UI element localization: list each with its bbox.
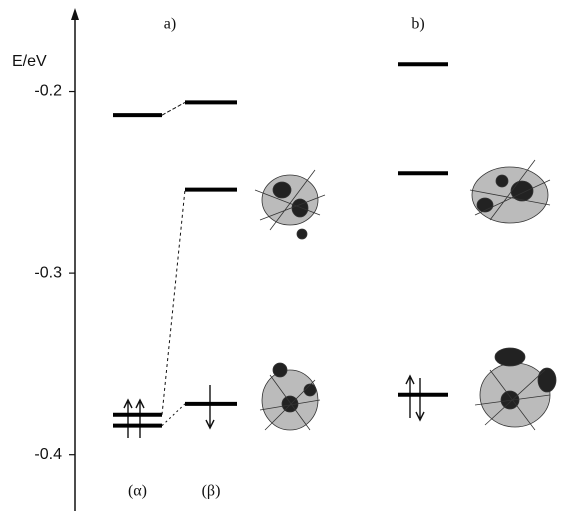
connector	[162, 190, 185, 415]
column-label: (α)	[128, 483, 147, 500]
axis-arrow	[71, 8, 79, 20]
panel-label: a)	[164, 16, 176, 33]
column-label: (β)	[202, 483, 221, 500]
connector	[162, 102, 185, 115]
y-tick-label: -0.2	[34, 83, 62, 100]
panel-label: b)	[411, 16, 424, 33]
y-tick-label: -0.4	[34, 446, 62, 463]
y-axis-label: E/eV	[12, 53, 47, 70]
connector	[162, 404, 185, 426]
chart: E/eV -0.2 -0.3 -0.4 a) (α) (β) b)	[0, 0, 564, 511]
orbital-images	[255, 160, 556, 430]
y-tick-label: -0.3	[34, 264, 62, 281]
